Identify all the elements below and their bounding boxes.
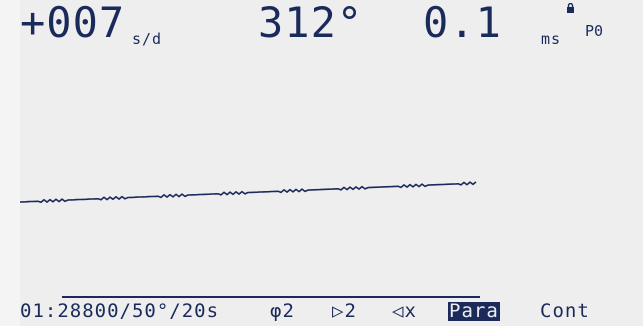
trace-plot: [20, 181, 477, 204]
rate-value: +007: [20, 0, 126, 47]
mode-cont-button[interactable]: Cont: [540, 300, 590, 322]
status-bar-rule: [62, 296, 480, 298]
lcd-screen: +007 s/d 312° 0.1 ms P0 01:28800/50°/20s…: [20, 0, 643, 326]
rate-trace: [20, 181, 477, 204]
config-readout: 01:28800/50°/20s: [20, 300, 220, 322]
amplitude-value: 312°: [258, 0, 364, 47]
status-bar: 01:28800/50°/20s φ2 ▷2 ◁x Para Cont: [20, 296, 643, 326]
position-code: P0: [585, 22, 604, 40]
rate-unit: s/d: [132, 30, 163, 48]
mode-para-button[interactable]: Para: [448, 300, 500, 322]
play-triangle-icon[interactable]: ▷2: [332, 300, 357, 322]
beat-error-unit: ms: [541, 30, 562, 48]
phi-icon[interactable]: φ2: [270, 300, 295, 322]
speaker-muted-icon[interactable]: ◁x: [392, 300, 417, 322]
lock-icon: [567, 3, 574, 13]
beat-error-value: 0.1: [423, 0, 502, 47]
